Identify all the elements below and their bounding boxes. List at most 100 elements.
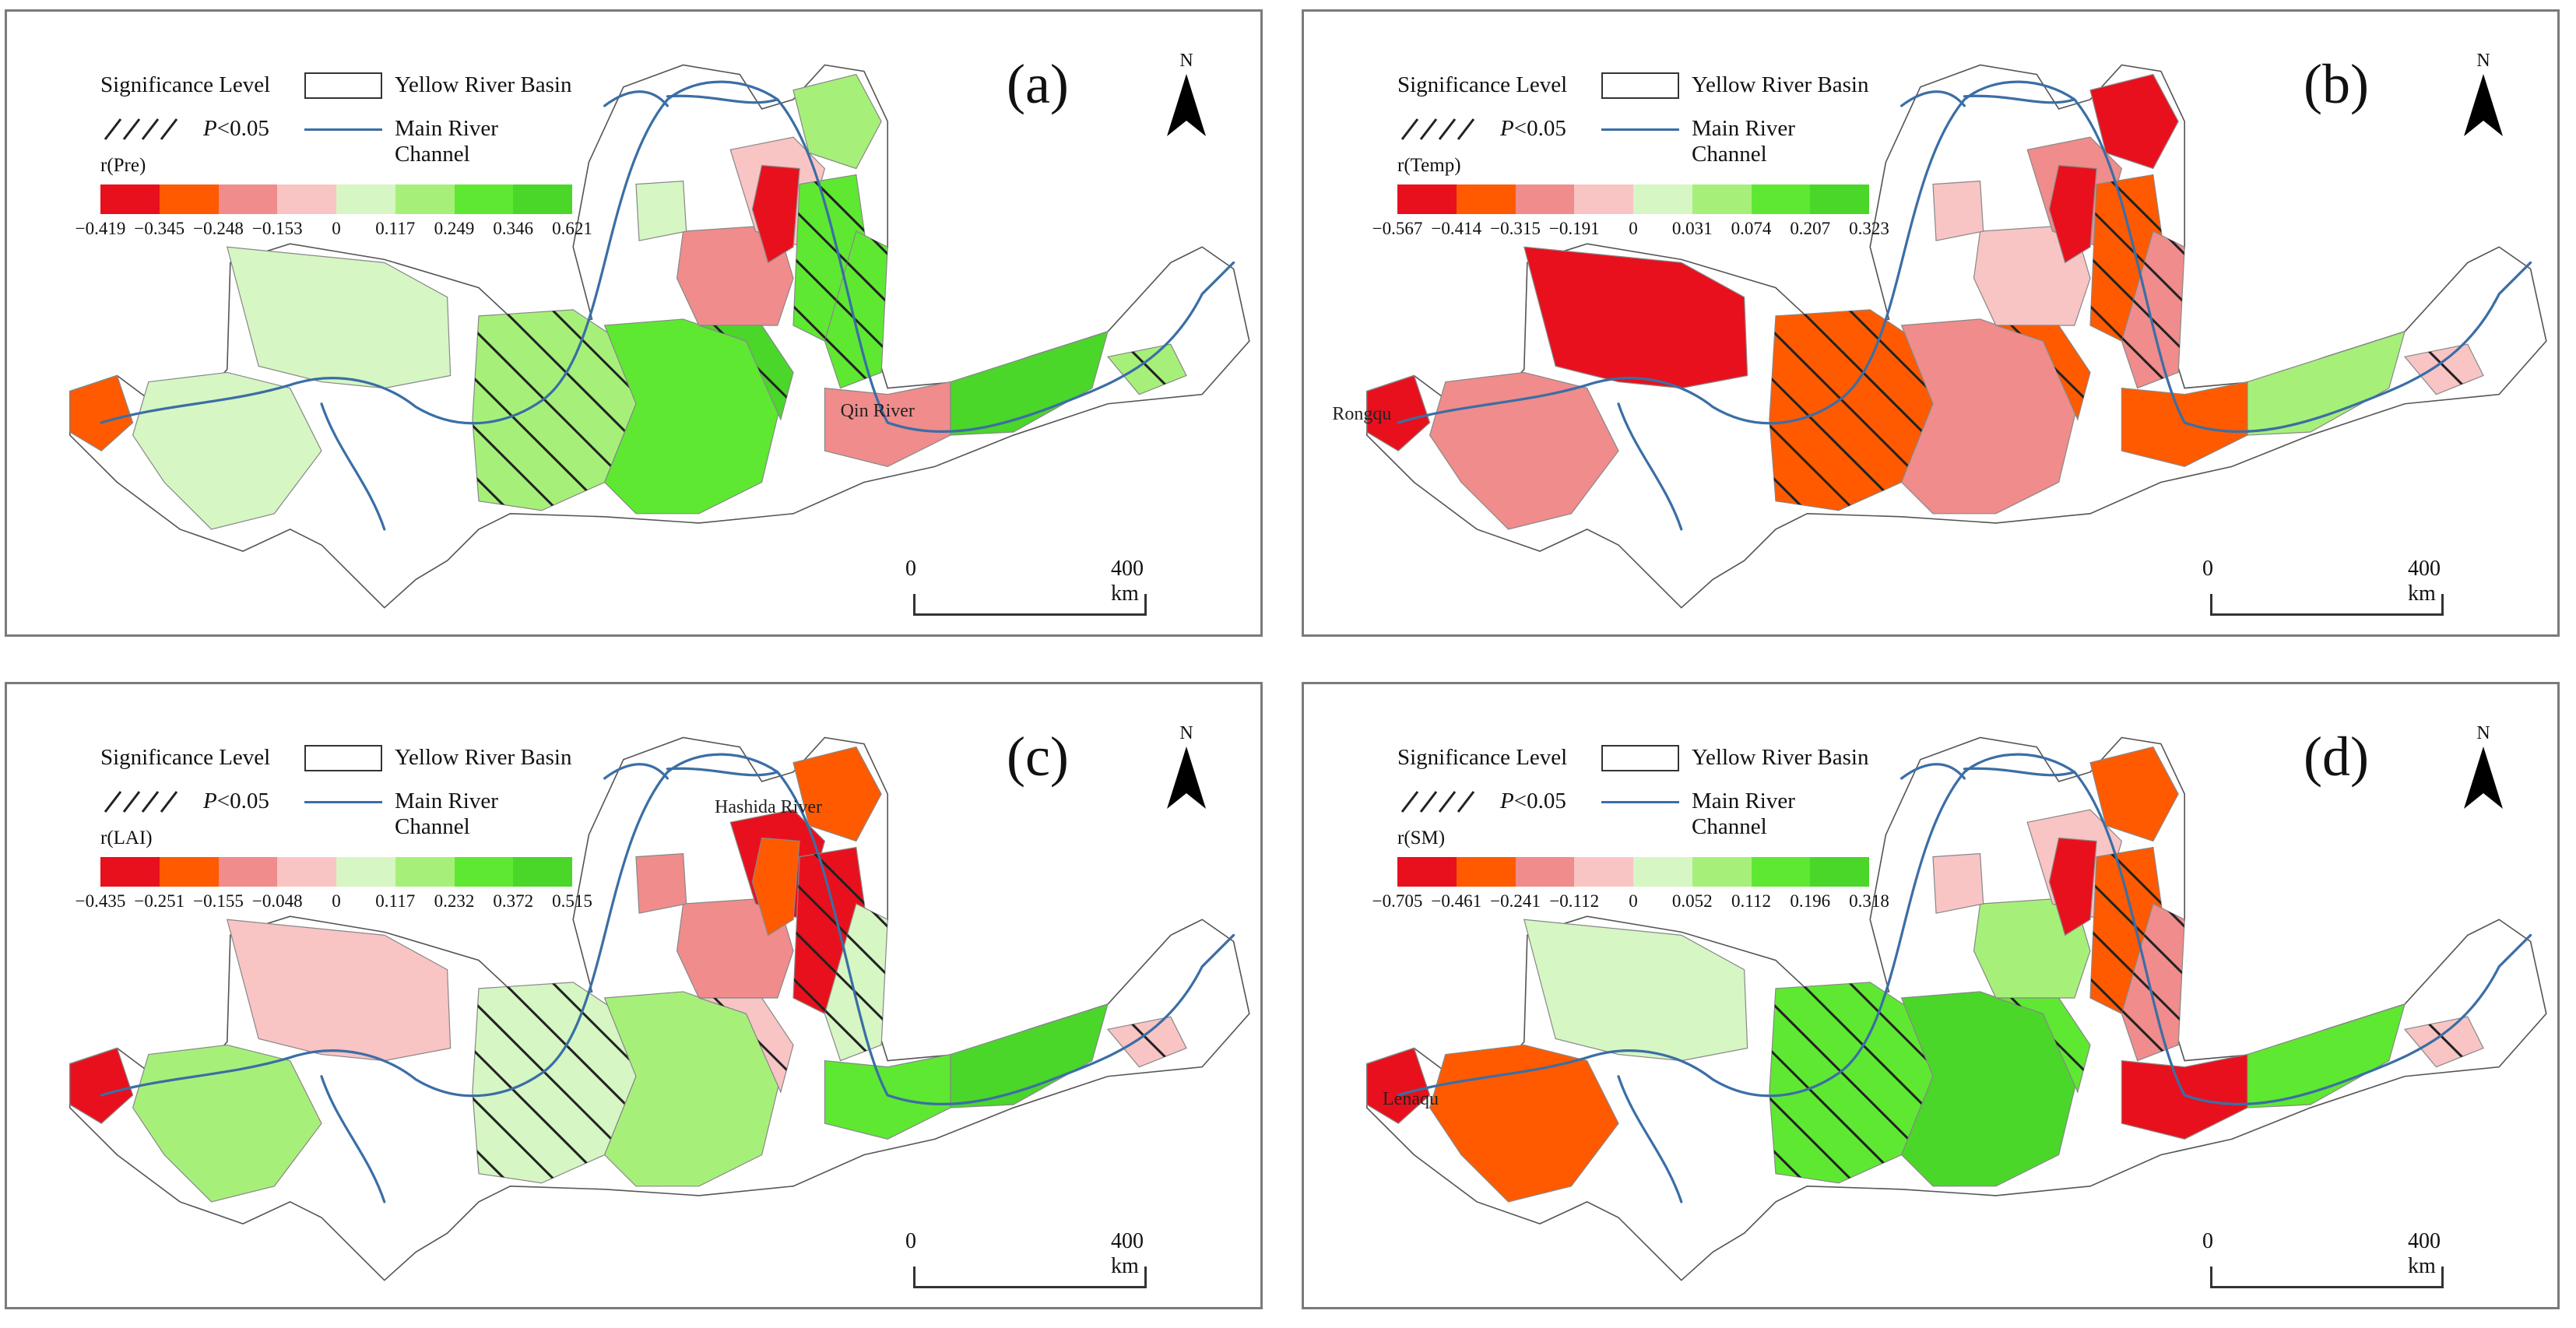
scale-tick-label: −0.705	[1372, 891, 1423, 911]
scale-zero: 0	[2202, 557, 2213, 581]
sub-basin-region	[1932, 852, 1984, 914]
scale-zero: 0	[905, 1229, 916, 1253]
north-arrow: N	[1159, 51, 1214, 144]
sub-basin-region	[2048, 164, 2097, 264]
sub-basin-region	[950, 331, 1109, 436]
main-river-channel-label: Main River Channel	[1692, 116, 1795, 167]
river-annotation: Lenaqu	[1383, 1088, 1439, 1109]
main-river-channel-label: Main River Channel	[1692, 789, 1795, 839]
sub-basin-region	[2048, 837, 2097, 936]
scale-bar: 0 400 km	[2202, 557, 2456, 627]
scale-tick-label: −0.435	[75, 891, 126, 911]
scale-bar: 0 400 km	[905, 557, 1159, 627]
scale-ticks: −0.567 −0.414 −0.315 −0.191 0 0.031 0.074 0.207…	[1358, 219, 1919, 244]
main-river-channel	[1397, 80, 2532, 434]
hatch-swatch	[104, 118, 178, 140]
scale-tick-label: 0.346	[493, 219, 534, 238]
scale-swatch	[1810, 184, 1869, 214]
map-legend: Significance Level Yellow River Basin P<…	[62, 66, 592, 245]
scale-tick-label: −0.048	[251, 891, 303, 911]
sub-basin-region	[635, 852, 687, 914]
significance-hatch	[824, 231, 888, 388]
scale-swatch	[1692, 857, 1752, 887]
scale-tick-label: 0.112	[1731, 891, 1771, 911]
scale-swatch	[277, 184, 336, 214]
scale-tick-label: 0.031	[1671, 219, 1713, 238]
scale-tick-label: −0.251	[134, 891, 185, 911]
significance-level-label: Significance Level	[100, 72, 271, 97]
river-annotation: Rongqu	[1332, 403, 1392, 424]
main-river-channel	[100, 753, 1235, 1106]
sub-basin-region	[751, 837, 800, 936]
scale-tick-label: −0.153	[251, 219, 303, 238]
main-river-channel	[603, 90, 669, 107]
sub-basin-region	[132, 371, 322, 530]
main-river-channel	[1899, 763, 1966, 780]
significance-hatch	[1995, 325, 2090, 420]
scale-tick-label: 0.117	[375, 219, 416, 238]
basin-map	[69, 64, 1250, 609]
significance-hatch	[1108, 1017, 1186, 1067]
significance-level-label: Significance Level	[100, 745, 271, 770]
scale-swatch	[1633, 857, 1692, 887]
variable-label: r(Pre)	[100, 155, 146, 176]
main-river-channel	[1617, 1075, 1683, 1203]
scale-swatch	[395, 184, 455, 214]
scale-swatch	[1574, 857, 1633, 887]
yellow-river-basin-label: Yellow River Basin	[1692, 72, 1869, 97]
sub-basin-region	[226, 919, 452, 1062]
panel-label: (a)	[1007, 53, 1069, 115]
scale-tick-label: 0.621	[552, 219, 592, 238]
significance-hatch	[1769, 982, 1933, 1183]
scale-tick-label: 0.207	[1790, 219, 1831, 238]
sub-basin-region	[2089, 746, 2179, 842]
hatch-swatch	[1400, 118, 1475, 140]
scale-tick-label: 0	[1629, 219, 1638, 238]
scale-bar: 0 400 km	[905, 1229, 1159, 1299]
scale-tick-label: 0.372	[493, 891, 534, 911]
scale-tick-label: −0.414	[1431, 219, 1482, 238]
basin-map	[69, 736, 1250, 1281]
scale-tick-label: −0.248	[193, 219, 244, 238]
scale-swatch	[218, 857, 278, 887]
significance-hatch	[793, 847, 869, 1014]
basin-map	[1365, 64, 2547, 609]
significance-hatch	[472, 982, 636, 1183]
sub-basin-region	[1523, 246, 1748, 389]
river-line-swatch	[304, 801, 382, 803]
significance-hatch	[2121, 231, 2185, 388]
scale-end: 400 km	[2408, 557, 2441, 606]
scale-tick-label: 0	[332, 219, 341, 238]
north-arrow-icon	[1167, 747, 1206, 809]
scale-tick-label: 0.515	[552, 891, 592, 911]
scale-swatch	[100, 857, 160, 887]
significance-hatch	[1108, 344, 1186, 395]
significance-hatch	[824, 904, 888, 1061]
yellow-river-basin-label: Yellow River Basin	[395, 72, 572, 97]
map-panel-a: Significance Level Yellow River Basin P<…	[5, 9, 1263, 637]
main-river-channel-label: Main River Channel	[395, 116, 498, 167]
scale-swatch	[1397, 857, 1457, 887]
sub-basin-region	[2247, 331, 2406, 436]
map-panel-b: Significance Level Yellow River Basin P<…	[1302, 9, 2560, 637]
hatch-swatch	[1400, 791, 1475, 813]
main-river-channel	[320, 1075, 386, 1203]
scale-tick-label: 0	[1629, 891, 1638, 911]
sub-basin-region	[792, 73, 882, 170]
scale-tick-label: −0.567	[1372, 219, 1423, 238]
scale-tick-label: −0.315	[1490, 219, 1541, 238]
basin-outline-swatch	[304, 745, 382, 771]
color-scale	[1397, 184, 1869, 214]
scale-bar: 0 400 km	[2202, 1229, 2456, 1299]
north-arrow: N	[2456, 723, 2511, 817]
scale-zero: 0	[2202, 1229, 2213, 1253]
scale-tick-label: −0.191	[1548, 219, 1600, 238]
scale-tick-label: −0.419	[75, 219, 126, 238]
significance-hatch	[698, 998, 793, 1092]
north-label: N	[1179, 51, 1193, 71]
scale-swatch	[218, 184, 278, 214]
scale-swatch	[1574, 184, 1633, 214]
scale-swatch	[1515, 857, 1575, 887]
scale-swatch	[1456, 857, 1516, 887]
sub-basin-region	[1523, 919, 1748, 1062]
